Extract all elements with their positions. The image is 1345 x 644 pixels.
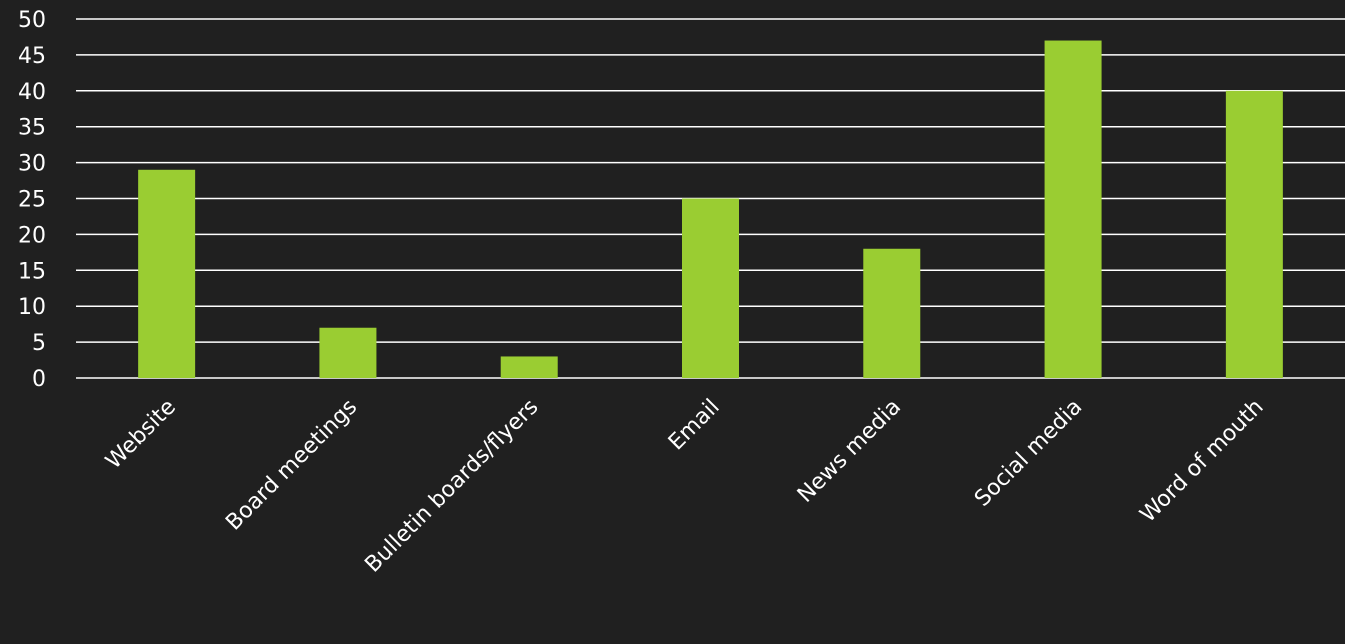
y-tick-label: 25 xyxy=(18,188,46,213)
x-tick-label: Word of mouth xyxy=(1136,395,1269,528)
y-tick-label: 10 xyxy=(18,295,46,320)
bar-board-meetings xyxy=(319,327,377,378)
bar-email xyxy=(682,198,739,378)
bar-word-of-mouth xyxy=(1225,90,1283,379)
y-axis-ticks: 0 5 10 15 20 25 30 35 40 45 50 xyxy=(18,8,46,392)
y-tick-label: 20 xyxy=(18,223,46,248)
y-tick-label: 40 xyxy=(18,80,46,105)
x-tick-label: Board meetings xyxy=(221,395,362,536)
x-tick-label: Website xyxy=(101,395,181,475)
y-tick-label: 30 xyxy=(18,152,46,177)
x-tick-label: News media xyxy=(793,395,906,508)
x-tick-label: Social media xyxy=(970,395,1087,512)
y-tick-label: 35 xyxy=(18,116,46,141)
x-tick-label: Email xyxy=(664,395,725,456)
y-tick-label: 45 xyxy=(18,44,46,69)
y-tick-label: 15 xyxy=(18,259,46,284)
bars xyxy=(138,40,1283,379)
x-tick-label: Bulletin boards/flyers xyxy=(360,395,543,578)
bar-bulletin-boards-flyers xyxy=(500,356,558,378)
y-tick-label: 0 xyxy=(32,367,46,392)
y-tick-label: 5 xyxy=(32,331,46,356)
bar-social-media xyxy=(1044,40,1102,378)
bar-news-media xyxy=(863,248,921,378)
y-tick-label: 50 xyxy=(18,8,46,33)
bar-website xyxy=(138,169,196,378)
